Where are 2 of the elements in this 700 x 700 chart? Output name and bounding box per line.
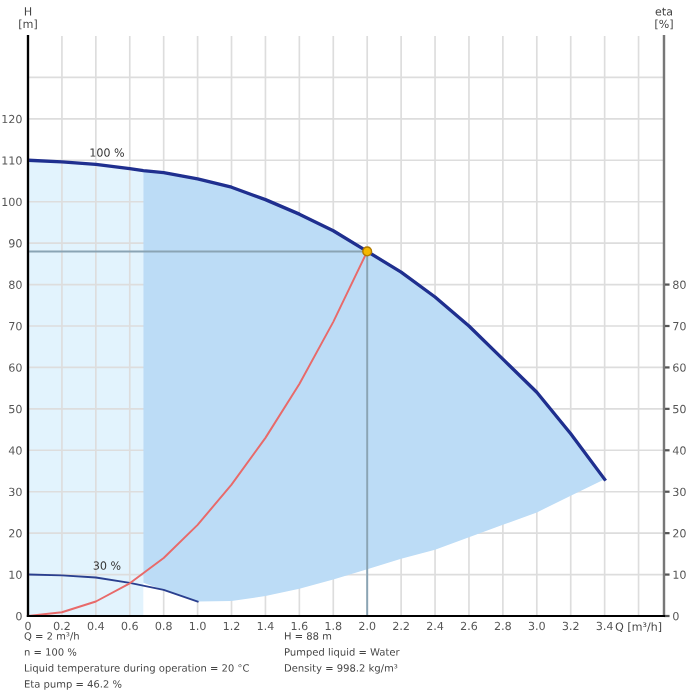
line-series	[28, 573, 199, 603]
line-series	[28, 158, 607, 481]
